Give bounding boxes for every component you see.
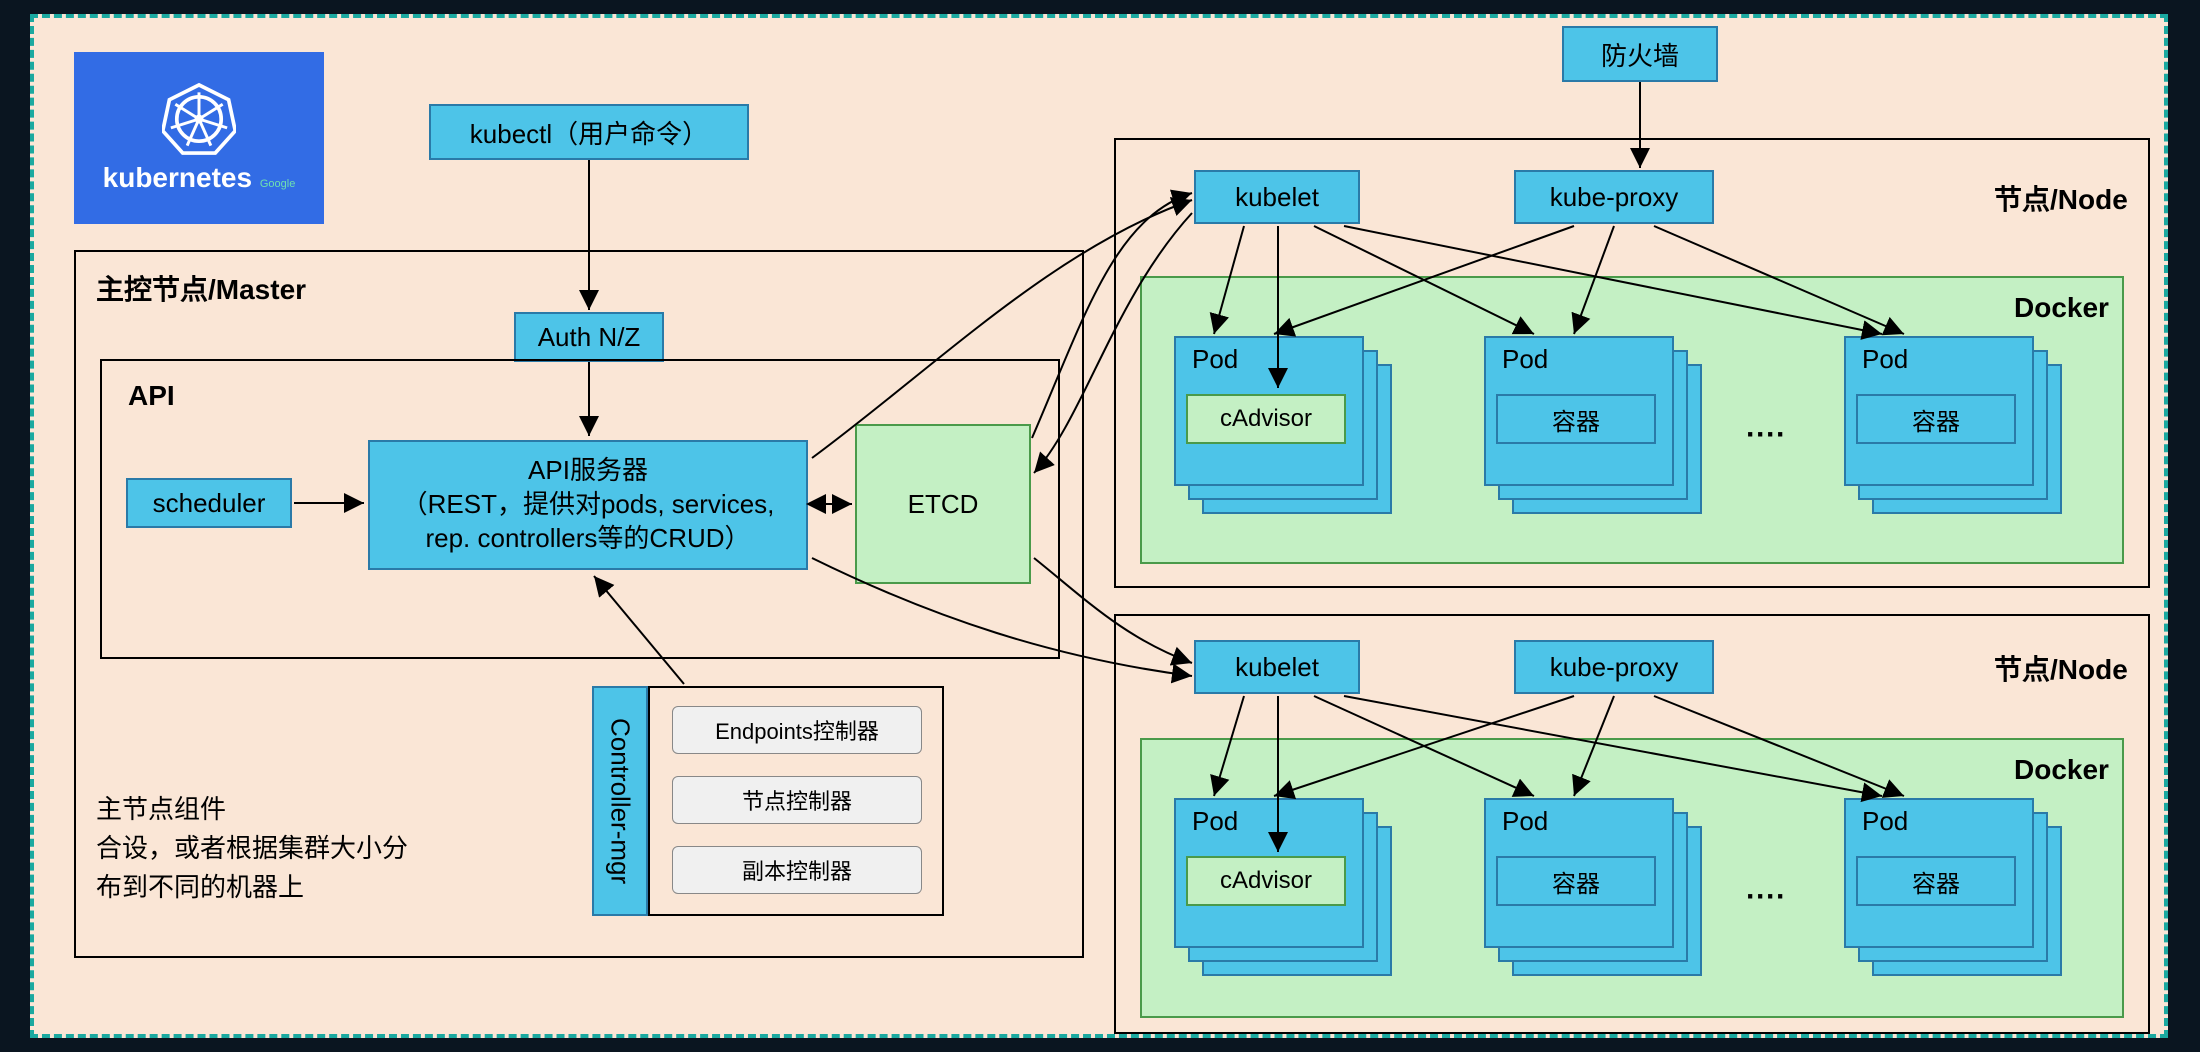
etcd-box: ETCD — [855, 424, 1031, 584]
k8s-wheel-icon — [162, 82, 236, 156]
node1-title: 节点/Node — [1994, 178, 2128, 218]
auth-label: Auth N/Z — [538, 322, 641, 353]
api-label: API — [128, 380, 175, 412]
apiserver-l3: rep. controllers等的CRUD） — [425, 522, 750, 556]
endpoints-ctrl: Endpoints控制器 — [672, 706, 922, 754]
node1-kubeproxy: kube-proxy — [1514, 170, 1714, 224]
apiserver-l2: （REST，提供对pods, services, — [402, 488, 775, 522]
kubectl-label: kubectl（用户命令） — [470, 114, 708, 151]
master-title: 主控节点/Master — [96, 268, 306, 308]
node2-docker-label: Docker — [2014, 754, 2109, 786]
etcd-label: ETCD — [908, 489, 979, 520]
node1-kubelet: kubelet — [1194, 170, 1360, 224]
diagram-canvas: kubernetes Google kubectl（用户命令） 防火墙 主控节点… — [30, 14, 2168, 1038]
replica-ctrl: 副本控制器 — [672, 846, 922, 894]
node2-cadvisor: cAdvisor — [1186, 856, 1346, 906]
master-note: 主节点组件 合设，或者根据集群大小分 布到不同的机器上 — [96, 790, 408, 907]
node-ctrl: 节点控制器 — [672, 776, 922, 824]
node1-cadvisor: cAdvisor — [1186, 394, 1346, 444]
logo-text: kubernetes — [103, 162, 252, 193]
firewall-label: 防火墙 — [1601, 36, 1679, 73]
controller-mgr-box: Controller-mgr — [592, 686, 648, 916]
apiserver-l1: API服务器 — [528, 454, 648, 488]
node1-container1: 容器 — [1496, 394, 1656, 444]
scheduler-box: scheduler — [126, 478, 292, 528]
node2-kubelet: kubelet — [1194, 640, 1360, 694]
scheduler-label: scheduler — [153, 488, 266, 519]
node2-ellipsis: ···· — [1746, 880, 1786, 914]
logo-sub: Google — [260, 178, 295, 190]
node2-container1: 容器 — [1496, 856, 1656, 906]
node1-docker-label: Docker — [2014, 292, 2109, 324]
node2-title: 节点/Node — [1994, 648, 2128, 688]
apiserver-box: API服务器 （REST，提供对pods, services, rep. con… — [368, 440, 808, 570]
node1-ellipsis: ···· — [1746, 418, 1786, 452]
node1-container2: 容器 — [1856, 394, 2016, 444]
node2-kubeproxy: kube-proxy — [1514, 640, 1714, 694]
firewall-box: 防火墙 — [1562, 26, 1718, 82]
auth-box: Auth N/Z — [514, 312, 664, 362]
k8s-logo: kubernetes Google — [74, 52, 324, 224]
controller-mgr-label: Controller-mgr — [605, 718, 636, 884]
node2-container2: 容器 — [1856, 856, 2016, 906]
kubectl-box: kubectl（用户命令） — [429, 104, 749, 160]
